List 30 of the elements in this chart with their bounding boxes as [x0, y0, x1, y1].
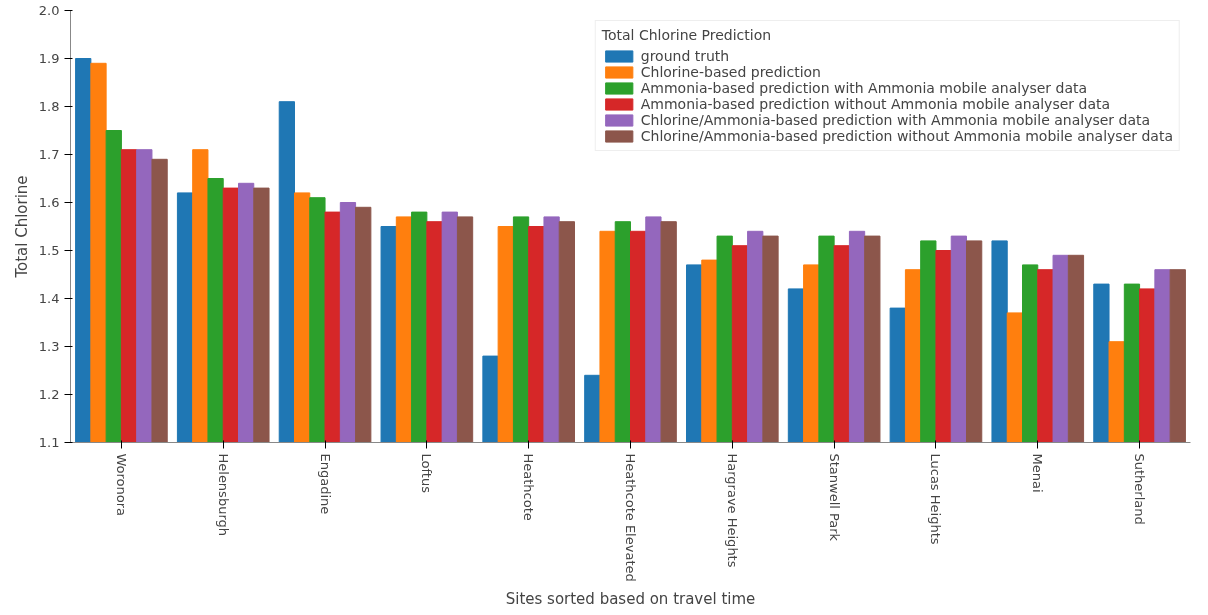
x-tick-label: Hargrave Heights: [724, 453, 740, 568]
legend-title: Total Chlorine Prediction: [601, 27, 773, 43]
x-tick-label: Helensburgh: [215, 453, 231, 536]
x-axis-title: Sites sorted based on travel time: [505, 589, 756, 608]
x-tick-label: Loftus: [419, 453, 435, 494]
y-tick-label: 1.5: [38, 243, 60, 258]
x-tick-label: Menai: [1030, 453, 1046, 493]
legend-label: ground truth: [640, 48, 730, 64]
x-tick-label: Heathcote: [521, 453, 537, 521]
x-tick-label: Engadine: [317, 453, 333, 515]
y-axis-title: Total Chlorine: [12, 175, 31, 279]
y-tick-label: 1.3: [38, 339, 60, 354]
legend-label: Ammonia-based prediction with Ammonia mobile analyser data: [640, 80, 1088, 96]
y-tick-label: 1.6: [38, 195, 60, 210]
legend-label: Chlorine/Ammonia-based prediction without Ammonia mobile analyser data: [640, 128, 1173, 144]
y-tick-label: 1.8: [38, 99, 60, 114]
y-tick-label: 2.0: [38, 3, 60, 18]
legend-label: Ammonia-based prediction without Ammonia mobile analyser data: [640, 96, 1111, 112]
legend-label: Chlorine-based prediction: [640, 64, 821, 80]
y-tick-label: 1.2: [38, 387, 60, 402]
legend-label: Chlorine/Ammonia-based prediction with Ammonia mobile analyser data: [640, 112, 1151, 128]
y-tick-label: 1.7: [38, 147, 60, 162]
y-tick-label: 1.4: [38, 291, 60, 306]
x-tick-label: Woronora: [113, 453, 129, 517]
x-tick-label: Heathcote Elevated: [623, 453, 638, 582]
x-tick-label: Lucas Heights: [928, 453, 944, 545]
y-tick-label: 1.9: [38, 51, 60, 66]
x-tick-label: Sutherland: [1132, 453, 1148, 525]
y-tick-label: 1.1: [38, 435, 60, 450]
x-tick-label: Stanwell Park: [826, 453, 842, 542]
